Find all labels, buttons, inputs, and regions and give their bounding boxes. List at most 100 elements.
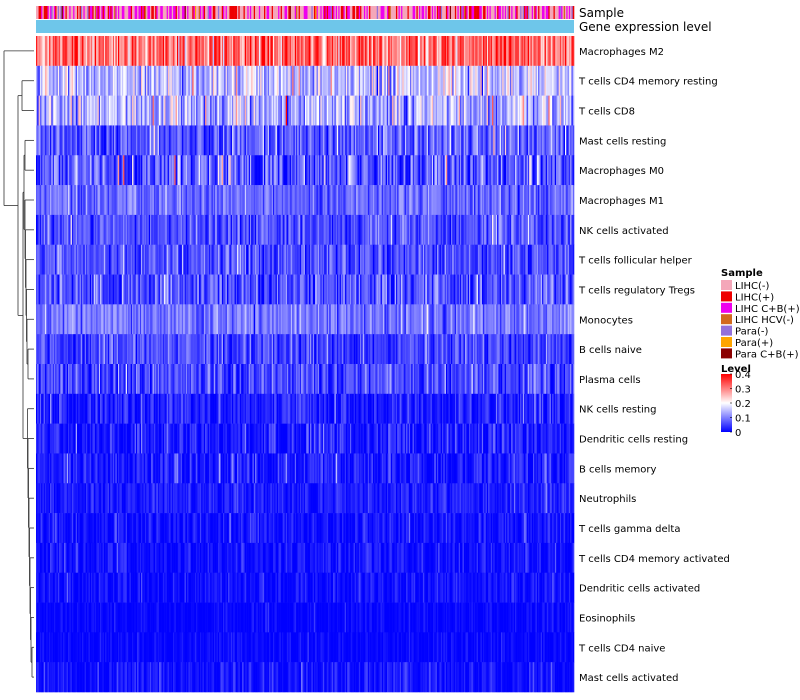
heatmap-cell xyxy=(170,214,173,246)
heatmap-cell xyxy=(256,95,258,126)
heatmap-cell xyxy=(434,65,436,96)
heatmap-cell xyxy=(62,185,65,216)
heatmap-cell xyxy=(485,304,488,335)
heatmap-cell xyxy=(495,214,498,246)
heatmap-cell xyxy=(264,274,266,305)
heatmap-cell xyxy=(476,155,479,186)
heatmap-cell xyxy=(196,304,198,335)
heatmap-cell xyxy=(412,274,415,305)
heatmap-cell xyxy=(66,304,69,335)
sample-annotation-cell xyxy=(124,6,126,19)
heatmap-cell xyxy=(46,95,48,126)
heatmap-cell xyxy=(76,155,79,186)
heatmap-cell xyxy=(357,65,360,96)
heatmap-cell xyxy=(100,274,102,305)
heatmap-cell xyxy=(520,95,522,126)
heatmap-cell xyxy=(133,125,135,156)
heatmap-cell xyxy=(458,155,461,186)
heatmap-cell xyxy=(262,304,265,335)
heatmap-cell xyxy=(330,334,333,365)
heatmap-cell xyxy=(297,155,299,186)
heatmap-cell xyxy=(197,185,199,216)
heatmap-cell xyxy=(486,125,489,156)
heatmap-cell xyxy=(554,95,557,126)
heatmap-cell xyxy=(164,65,166,96)
heatmap-cell xyxy=(489,95,492,126)
heatmap-cell xyxy=(278,65,280,96)
heatmap-cell xyxy=(347,185,349,216)
heatmap-cell xyxy=(206,304,208,335)
heatmap-cell xyxy=(530,214,533,246)
heatmap-cell xyxy=(141,36,143,67)
heatmap-cell xyxy=(329,274,331,305)
heatmap-cell xyxy=(312,36,315,67)
sample-annotation-track xyxy=(36,6,575,19)
sample-annotation-cell xyxy=(290,6,293,19)
heatmap-cell xyxy=(392,214,394,246)
heatmap-cell xyxy=(125,155,128,186)
sample-annotation-cell xyxy=(144,6,147,19)
heatmap-cell xyxy=(448,274,451,305)
heatmap-cell xyxy=(275,185,278,216)
heatmap-cell xyxy=(556,214,558,246)
heatmap-cell xyxy=(543,244,545,275)
heatmap-cell xyxy=(324,274,326,305)
heatmap-cell xyxy=(527,125,530,156)
heatmap-cell xyxy=(283,125,285,156)
heatmap-cell xyxy=(135,36,138,67)
heatmap-cell xyxy=(201,95,203,126)
heatmap-cell xyxy=(326,65,329,96)
heatmap-cell xyxy=(434,304,436,335)
heatmap-cell xyxy=(68,95,70,126)
heatmap-cell xyxy=(219,214,221,246)
heatmap-cell xyxy=(57,125,60,156)
heatmap-cell xyxy=(115,36,117,67)
heatmap-cell xyxy=(421,36,424,67)
heatmap-cell xyxy=(398,214,401,246)
sample-annotation-cell xyxy=(178,6,180,19)
sample-annotation-cell xyxy=(472,6,475,19)
heatmap-cell xyxy=(301,334,303,365)
heatmap-cell xyxy=(389,274,392,305)
heatmap-cell xyxy=(69,274,71,305)
heatmap-cell xyxy=(179,214,182,246)
heatmap-cell xyxy=(466,214,468,246)
heatmap-cell xyxy=(42,334,44,365)
heatmap-cell xyxy=(513,125,516,156)
heatmap-cell xyxy=(174,36,176,67)
heatmap-cell xyxy=(524,214,526,246)
heatmap-cell xyxy=(98,214,101,246)
heatmap-cell xyxy=(404,95,407,126)
heatmap-cell xyxy=(80,65,83,96)
heatmap-cell xyxy=(335,244,338,275)
heatmap-cell xyxy=(192,65,194,96)
heatmap-cell xyxy=(361,125,363,156)
heatmap-cell xyxy=(307,304,310,335)
heatmap-cell xyxy=(212,125,215,156)
heatmap-cell xyxy=(197,36,199,67)
sample-annotation-cell xyxy=(392,6,394,19)
heatmap-cell xyxy=(171,155,174,186)
heatmap-cell xyxy=(173,185,175,216)
heatmap-cell xyxy=(462,155,465,186)
heatmap-cell xyxy=(524,125,526,156)
heatmap-cell xyxy=(88,95,91,126)
heatmap-cell xyxy=(349,65,352,96)
heatmap-cell xyxy=(497,125,499,156)
heatmap-cell xyxy=(334,155,337,186)
heatmap-cell xyxy=(504,95,507,126)
heatmap-cell xyxy=(347,304,349,335)
heatmap-cell xyxy=(71,304,74,335)
heatmap-cell xyxy=(307,95,310,126)
heatmap-cell xyxy=(61,244,64,275)
heatmap-cell xyxy=(162,155,165,186)
sample-annotation-cell xyxy=(171,6,174,19)
heatmap-cell xyxy=(47,155,50,186)
heatmap-cell xyxy=(372,334,375,365)
heatmap-row xyxy=(36,214,575,246)
heatmap-cell xyxy=(196,185,198,216)
heatmap-cell xyxy=(199,36,202,67)
heatmap-cell xyxy=(142,244,144,275)
heatmap-cell xyxy=(549,214,552,246)
heatmap-cell xyxy=(128,244,130,275)
